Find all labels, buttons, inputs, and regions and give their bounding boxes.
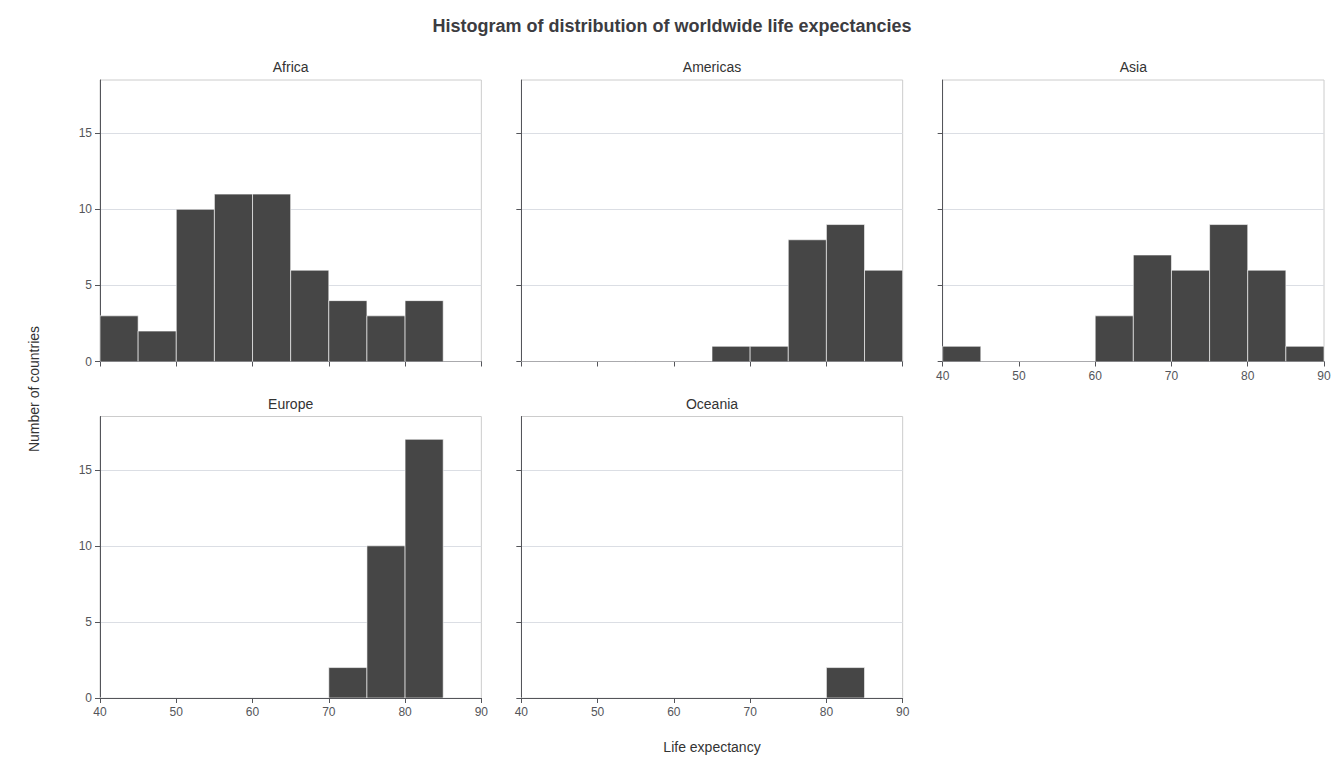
svg-text:Europe: Europe	[268, 396, 313, 412]
svg-text:80: 80	[820, 705, 834, 719]
svg-text:70: 70	[322, 705, 336, 719]
svg-text:60: 60	[1089, 369, 1103, 383]
svg-text:80: 80	[1241, 369, 1255, 383]
svg-text:90: 90	[896, 705, 910, 719]
svg-text:90: 90	[475, 705, 489, 719]
svg-text:5: 5	[85, 615, 92, 629]
svg-text:5: 5	[85, 278, 92, 292]
svg-text:90: 90	[1317, 369, 1331, 383]
svg-text:Histogram of distribution of w: Histogram of distribution of worldwide l…	[432, 16, 911, 36]
svg-text:60: 60	[667, 705, 681, 719]
svg-text:50: 50	[170, 705, 184, 719]
svg-text:Life expectancy: Life expectancy	[663, 739, 760, 755]
svg-text:40: 40	[93, 705, 107, 719]
svg-text:40: 40	[936, 369, 950, 383]
svg-text:15: 15	[79, 126, 93, 140]
svg-text:0: 0	[85, 355, 92, 369]
svg-text:Americas: Americas	[683, 59, 741, 75]
svg-text:Asia: Asia	[1120, 59, 1147, 75]
svg-text:15: 15	[79, 463, 93, 477]
svg-text:60: 60	[246, 705, 260, 719]
svg-text:50: 50	[1012, 369, 1026, 383]
svg-text:70: 70	[743, 705, 757, 719]
svg-text:Number of countries: Number of countries	[26, 326, 42, 452]
svg-text:Oceania: Oceania	[686, 396, 738, 412]
svg-text:50: 50	[591, 705, 605, 719]
svg-text:80: 80	[398, 705, 412, 719]
svg-text:40: 40	[515, 705, 529, 719]
svg-text:10: 10	[79, 202, 93, 216]
svg-text:Africa: Africa	[273, 59, 309, 75]
svg-text:70: 70	[1165, 369, 1179, 383]
svg-text:10: 10	[79, 539, 93, 553]
svg-text:0: 0	[85, 691, 92, 705]
